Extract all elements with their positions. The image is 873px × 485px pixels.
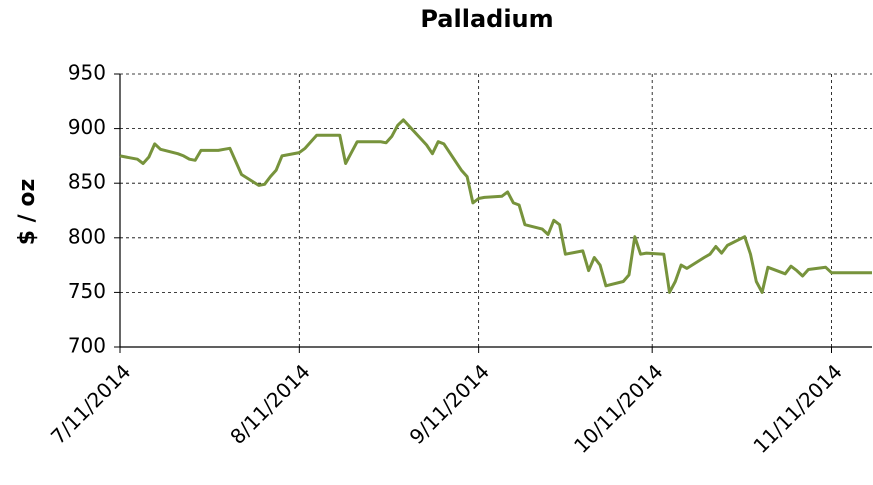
y-tick-label: 850	[68, 170, 106, 194]
data-line	[119, 118, 872, 294]
x-tick-label: 7/11/2014	[46, 359, 135, 448]
x-tick-label: 8/11/2014	[225, 359, 314, 448]
y-tick-label: 800	[68, 224, 106, 248]
chart-title: Palladium	[420, 5, 553, 33]
y-tick-label: 700	[68, 334, 106, 358]
x-tick-label: 11/11/2014	[748, 359, 846, 457]
y-tick-label: 950	[68, 61, 106, 85]
y-axis-label: $ / oz	[15, 179, 40, 246]
x-tick-label: 10/11/2014	[569, 359, 667, 457]
y-tick-label: 900	[68, 115, 106, 139]
y-tick-label: 750	[68, 279, 106, 303]
x-tick-label: 9/11/2014	[405, 359, 494, 448]
